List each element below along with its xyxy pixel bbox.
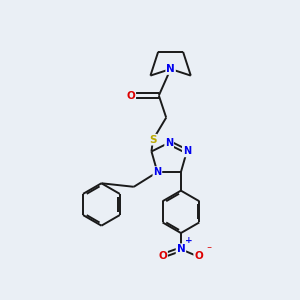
Text: O: O xyxy=(127,91,135,100)
Text: +: + xyxy=(185,236,193,245)
Text: S: S xyxy=(149,135,157,145)
Text: ⁻: ⁻ xyxy=(206,245,211,255)
Text: N: N xyxy=(183,146,191,157)
Text: O: O xyxy=(194,251,203,261)
Text: N: N xyxy=(176,244,185,254)
Text: N: N xyxy=(153,167,161,177)
Text: N: N xyxy=(165,138,173,148)
Text: N: N xyxy=(166,64,175,74)
Text: O: O xyxy=(158,251,167,261)
